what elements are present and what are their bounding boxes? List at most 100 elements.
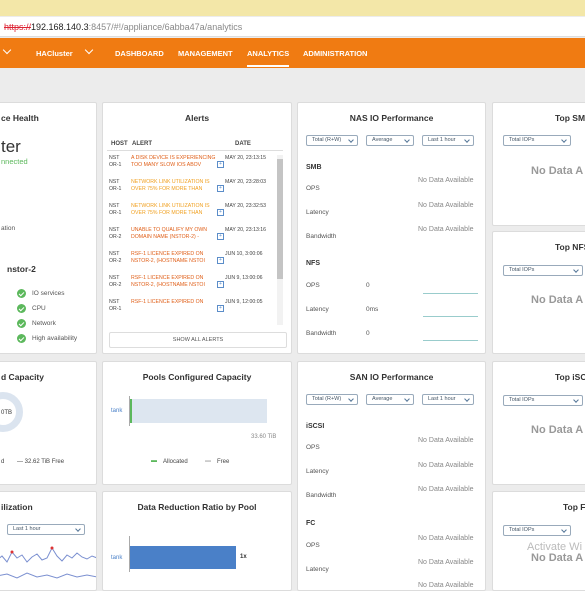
scrollbar-thumb[interactable]	[277, 159, 283, 279]
no-data-text: No Data A	[531, 294, 584, 306]
legend-free-swatch: ▬	[205, 458, 211, 464]
metric-select[interactable]: Total (R+W)	[306, 135, 358, 146]
expand-icon[interactable]: +	[217, 257, 224, 264]
top-iscsi-panel: Top iSCSI Total IOPs No Data A	[492, 361, 585, 485]
alert-message[interactable]: RSF-1 LICENCE EXPIRED ON NSTOR-2, (HOSTN…	[131, 251, 205, 264]
connection-status: nnected	[1, 157, 28, 166]
top-smb-panel: Top SMB Total IOPs No Data A	[492, 102, 585, 226]
bandwidth-label: Bandwidth	[306, 492, 337, 499]
axis-line	[129, 536, 130, 572]
no-data-text: No Data A	[531, 165, 584, 177]
alert-row[interactable]: NST OR-1 NETWORK LINK UTILIZATION IS OVER…	[109, 203, 281, 227]
appliance-capacity-panel: d Capacity 0TB d — 32.62 TiB Free	[0, 361, 97, 485]
top-metric-select[interactable]: Total IOPs	[503, 395, 583, 406]
top-metric-select[interactable]: Total IOPs	[503, 265, 583, 276]
aggregation-select[interactable]: Average	[366, 135, 414, 146]
address-bar[interactable]: https://192.168.140.3:8457/#!/appliance/…	[0, 17, 585, 37]
nav-administration[interactable]: ADMINISTRATION	[303, 49, 368, 58]
alerts-scrollbar[interactable]	[277, 155, 283, 325]
alert-message[interactable]: A DISK DEVICE IS EXPERIENCING TOO MANY S…	[131, 155, 216, 168]
alert-row[interactable]: NST OR-1 RSF-1 LICENCE EXPIRED ON + JUN 9, …	[109, 299, 281, 323]
free-capacity-value: 32.62 TiB Free	[24, 459, 65, 465]
latency-label: Latency	[306, 468, 329, 475]
legend-used: d	[1, 459, 5, 465]
top-nfs-panel: Top NFS Total IOPs No Data A	[492, 231, 585, 354]
axis-line	[129, 396, 130, 426]
chevron-down-icon[interactable]	[84, 45, 94, 55]
expand-icon[interactable]: +	[217, 185, 224, 192]
time-range-select[interactable]: Last 1 hour	[7, 524, 85, 535]
legend-allocated: Allocated	[163, 459, 188, 465]
expand-icon[interactable]: +	[217, 281, 224, 288]
aggregation-select[interactable]: Average	[366, 394, 414, 405]
panel-title: NAS IO Performance	[349, 113, 434, 123]
no-data-text: No Data Available	[418, 486, 474, 493]
nav-analytics[interactable]: ANALYTICS	[247, 49, 290, 67]
alert-host: NST OR-1	[109, 299, 122, 312]
pools-configured-capacity-panel: Pools Configured Capacity tank 33.60 TiB…	[102, 361, 292, 485]
alert-date: MAY 20, 23:28:03	[225, 179, 267, 185]
sparkline	[423, 340, 478, 341]
nas-io-performance-panel: NAS IO Performance Total (R+W) Average L…	[297, 102, 486, 354]
nfs-latency-value: 0ms	[366, 306, 379, 313]
time-range-select[interactable]: Last 1 hour	[422, 135, 474, 146]
panel-title: d Capacity	[1, 372, 44, 382]
panel-title: Pools Configured Capacity	[142, 372, 252, 382]
alert-host: NST OR-2	[109, 227, 122, 240]
top-navigation: HACluster DASHBOARD MANAGEMENT ANALYTICS…	[0, 38, 585, 68]
activate-windows-watermark: Activate Wi	[527, 541, 583, 553]
show-all-alerts-button[interactable]: SHOW ALL ALERTS	[109, 332, 287, 348]
nfs-section-title: NFS	[306, 260, 320, 267]
alert-message[interactable]: NETWORK LINK UTILIZATION IS OVER 75% FOR…	[131, 179, 210, 192]
utilization-sparkline	[0, 546, 96, 579]
smb-section-title: SMB	[306, 164, 322, 171]
expand-icon[interactable]: +	[217, 305, 224, 312]
san-io-performance-panel: SAN IO Performance Total (R+W) Average L…	[297, 361, 486, 591]
latency-label: Latency	[306, 209, 329, 216]
time-range-select[interactable]: Last 1 hour	[422, 394, 474, 405]
panel-title: Top NFS	[555, 242, 585, 252]
pool-label: tank	[111, 408, 123, 414]
legend-free: — 32.62 TiB Free	[17, 459, 65, 465]
top-metric-select[interactable]: Total IOPs	[503, 525, 571, 536]
panel-title: Alerts	[184, 113, 210, 123]
alert-message[interactable]: NETWORK LINK UTILIZATION IS OVER 75% FOR…	[131, 203, 210, 216]
expand-icon[interactable]: +	[217, 233, 224, 240]
alert-row[interactable]: NST OR-2 RSF-1 LICENCE EXPIRED ON NSTOR-2…	[109, 275, 281, 299]
data-reduction-ratio-panel: Data Reduction Ratio by Pool tank 1x	[102, 491, 292, 591]
no-data-text: No Data Available	[418, 559, 474, 566]
panel-title: ilization	[1, 502, 33, 512]
expand-icon[interactable]: +	[217, 161, 224, 168]
latency-label: Latency	[306, 306, 329, 313]
nav-dashboard[interactable]: DASHBOARD	[115, 49, 164, 58]
alert-message[interactable]: RSF-1 LICENCE EXPIRED ON NSTOR-2, (HOSTN…	[131, 275, 205, 288]
cluster-selector[interactable]: HACluster	[36, 49, 73, 58]
capacity-donut	[0, 392, 23, 432]
pool-max-label: 33.60 TiB	[251, 434, 277, 440]
alert-message[interactable]: UNABLE TO QUALIFY MY OWN DOMAIN NAME (NS…	[131, 227, 208, 240]
panel-title: SAN IO Performance	[349, 372, 434, 382]
expand-icon[interactable]: +	[217, 209, 224, 216]
divider	[107, 150, 283, 151]
top-metric-select[interactable]: Total IOPs	[503, 135, 571, 146]
url-path: :8457/#!/appliance/6abba47a/analytics	[88, 22, 243, 32]
no-data-text: No Data A	[531, 424, 584, 436]
no-data-text: No Data Available	[418, 177, 474, 184]
alerts-header-alert: ALERT	[132, 141, 152, 147]
alert-row[interactable]: NST OR-2 UNABLE TO QUALIFY MY OWN DOMAIN …	[109, 227, 281, 251]
check-label: Network	[32, 320, 56, 327]
alert-row[interactable]: NST OR-2 RSF-1 LICENCE EXPIRED ON NSTOR-2…	[109, 251, 281, 275]
alert-date: MAY 20, 23:32:53	[225, 203, 267, 209]
alert-row[interactable]: NST OR-1 A DISK DEVICE IS EXPERIENCING TO…	[109, 155, 281, 179]
panel-title: Top FC	[563, 502, 585, 512]
nav-management[interactable]: MANAGEMENT	[178, 49, 233, 58]
chevron-down-icon[interactable]	[2, 45, 12, 55]
no-data-text: No Data Available	[418, 437, 474, 444]
metric-select[interactable]: Total (R+W)	[306, 394, 358, 405]
alert-host: NST OR-1	[109, 179, 122, 192]
reduction-ratio-value: 1x	[240, 554, 247, 560]
alert-row[interactable]: NST OR-1 NETWORK LINK UTILIZATION IS OVER…	[109, 179, 281, 203]
url-host: 192.168.140.3	[31, 22, 89, 32]
alert-message[interactable]: RSF-1 LICENCE EXPIRED ON	[131, 299, 204, 305]
peak-marker	[50, 546, 54, 550]
